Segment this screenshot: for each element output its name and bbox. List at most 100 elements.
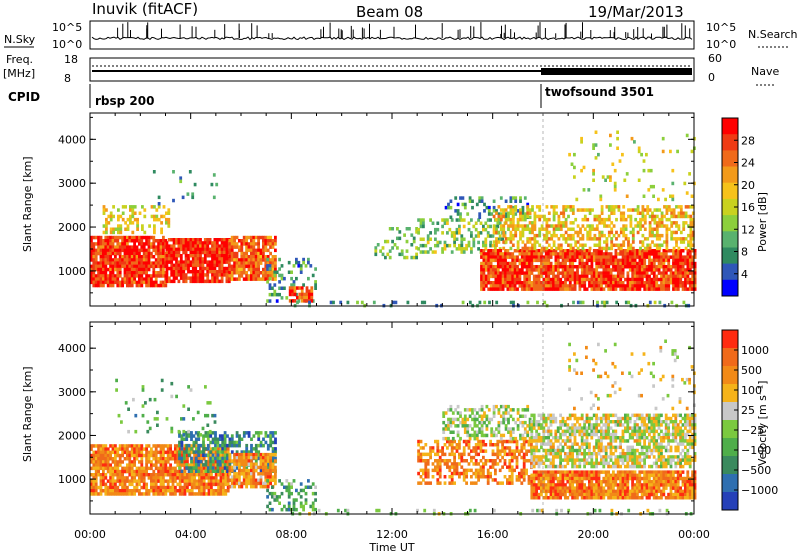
data-cell [138,453,141,458]
data-cell [483,209,486,213]
data-cell [595,214,599,219]
data-cell [299,501,303,505]
data-cell [202,457,206,461]
data-cell [525,271,529,275]
data-cell [431,449,435,453]
data-cell [224,492,228,496]
data-cell [266,456,270,460]
data-cell [159,482,163,487]
data-cell [245,447,249,451]
data-cell [597,271,601,275]
data-cell [631,284,635,288]
data-cell [660,255,663,259]
data-cell [166,466,170,471]
data-cell [450,452,454,457]
data-cell [238,437,241,441]
data-cell [526,240,530,244]
data-cell [169,469,172,474]
data-cell [222,479,225,483]
data-cell [210,469,213,474]
data-cell [540,284,543,288]
data-cell [145,447,148,451]
data-cell [118,463,122,467]
data-cell [222,492,225,496]
data-cell [278,495,281,499]
data-cell [564,205,568,209]
data-cell [483,202,486,207]
data-cell [159,460,163,464]
data-cell [126,492,129,496]
data-cell [102,267,105,272]
data-cell [520,281,524,285]
data-cell [492,255,495,259]
data-cell [218,266,222,271]
data-cell [218,260,222,264]
data-cell [214,482,218,487]
data-cell [167,244,171,248]
data-cell [228,242,232,246]
data-cell [599,197,603,202]
data-cell [590,255,594,259]
data-cell [92,453,96,458]
data-cell [215,260,219,264]
data-cell [531,221,534,225]
data-cell [133,450,136,455]
data-cell [121,482,124,487]
data-cell [99,450,103,455]
data-cell [686,271,690,275]
data-cell [648,265,651,269]
data-cell [178,469,182,474]
data-cell [130,271,134,275]
data-cell [138,267,141,272]
data-cell [438,471,442,476]
data-cell [523,277,527,282]
data-cell [121,264,124,269]
data-cell [307,257,310,262]
data-cell [194,266,198,271]
data-cell [133,248,136,253]
data-cell [420,300,424,305]
data-cell [429,218,432,222]
data-cell [528,211,532,215]
data-cell [566,249,570,253]
data-cell [193,182,197,187]
data-cell [114,463,117,467]
data-cell [171,485,175,490]
data-cell [480,271,483,275]
data-cell [622,205,626,209]
data-cell [528,227,532,231]
data-cell [172,170,175,174]
data-cell [214,492,218,496]
data-cell [415,230,418,234]
data-cell [422,224,425,229]
data-cell [219,453,223,458]
data-cell [520,271,524,275]
data-cell [201,244,205,248]
data-cell [682,300,686,305]
data-cell [157,217,161,222]
data-cell [208,238,212,242]
data-cell [126,251,129,256]
power-data-cells [90,130,697,308]
data-cell [126,274,129,278]
data-cell [554,258,558,263]
data-cell [677,211,681,215]
data-cell [679,261,683,266]
data-cell [121,235,124,240]
data-cell [568,249,572,253]
data-cell [99,457,103,461]
data-cell [502,211,506,215]
data-cell [520,255,524,259]
data-cell [595,271,599,275]
data-cell [530,271,534,275]
data-cell [639,217,642,222]
data-cell [441,449,444,453]
data-cell [556,265,560,269]
data-cell [123,469,127,474]
data-cell [495,217,498,222]
data-cell [230,475,234,479]
data-cell [271,271,275,275]
freq-label: Freq. [6,53,33,66]
data-cell [537,287,541,291]
data-cell [681,287,685,291]
